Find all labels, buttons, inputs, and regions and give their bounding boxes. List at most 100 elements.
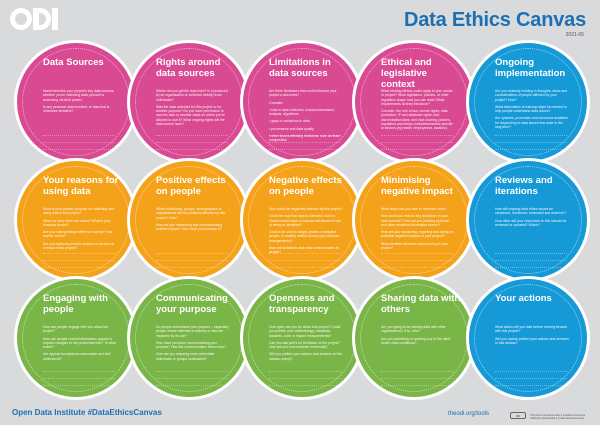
prompt-text: Are there limitations that could influen… bbox=[269, 89, 337, 98]
prompt-text: What information or training might be ne… bbox=[495, 104, 567, 114]
cc-license-badge: cc bbox=[510, 412, 526, 419]
section-title: Ongoing implementation bbox=[495, 57, 566, 79]
write-in-line[interactable] bbox=[269, 135, 341, 136]
write-in-line[interactable] bbox=[156, 142, 228, 143]
section-prompts: What action will you take before moving … bbox=[495, 325, 569, 348]
write-in-line[interactable] bbox=[43, 371, 115, 372]
write-in-line[interactable] bbox=[43, 142, 115, 143]
write-in-line[interactable] bbox=[43, 149, 115, 150]
prompt-text: Can you ask peers for feedback on the pr… bbox=[269, 340, 341, 350]
write-in-line[interactable] bbox=[43, 260, 115, 261]
canvas-section-minimising-negative-impact: Minimising negative impact What steps can… bbox=[352, 158, 476, 282]
prompt-text: Could it be used to target, profile or p… bbox=[269, 230, 340, 243]
write-in-line[interactable] bbox=[381, 260, 453, 261]
prompt-text: • other issues affecting decisions, such… bbox=[269, 134, 341, 143]
section-prompts: Name/describe your project's key data so… bbox=[43, 89, 117, 116]
write-in-line[interactable] bbox=[43, 135, 115, 136]
write-in-line[interactable] bbox=[156, 378, 228, 379]
prompt-text: • bias in data collection, inclusion/exc… bbox=[269, 107, 335, 117]
prompt-text: What are your main use cases? What is yo… bbox=[43, 218, 111, 227]
canvas-section-negative-effects-on-people: Negative effects on people Who could be n… bbox=[240, 158, 364, 282]
section-prompts: Are you routinely building in thoughts, … bbox=[495, 89, 569, 132]
prompt-text: Consider: the rule of law; human rights;… bbox=[381, 109, 453, 131]
write-in-line[interactable] bbox=[269, 385, 341, 386]
prompt-text: Which individuals, groups, demographics … bbox=[156, 207, 226, 220]
write-in-line[interactable] bbox=[381, 135, 453, 136]
canvas-section-openness-and-transparency: Openness and transparency How open can yo… bbox=[240, 276, 364, 400]
section-title: Your actions bbox=[495, 293, 552, 304]
section-title: Your reasons for using data bbox=[43, 175, 119, 197]
write-in-line[interactable] bbox=[269, 260, 341, 261]
write-in-line[interactable] bbox=[495, 149, 567, 150]
write-in-line[interactable] bbox=[381, 378, 453, 379]
section-title: Reviews and iterations bbox=[495, 175, 553, 197]
prompt-text: Where did you get the data from? Is it p… bbox=[156, 89, 228, 102]
write-in-line[interactable] bbox=[495, 378, 567, 379]
write-in-line[interactable] bbox=[381, 385, 453, 386]
section-title: Minimising negative impact bbox=[381, 175, 453, 197]
write-in-line[interactable] bbox=[269, 378, 341, 379]
write-in-line[interactable] bbox=[156, 385, 228, 386]
write-in-line[interactable] bbox=[269, 149, 341, 150]
prompt-text: Who could be negatively affected by this… bbox=[269, 207, 343, 211]
prompt-text: • provenance and data quality bbox=[269, 126, 314, 131]
prompt-text: What benefits will these actions bring t… bbox=[381, 241, 449, 251]
write-in-line[interactable] bbox=[495, 260, 567, 261]
prompt-text: How often will your responses to this ca… bbox=[495, 218, 567, 227]
write-in-line[interactable] bbox=[495, 253, 567, 254]
prompt-text: How will ongoing data ethics issues be m… bbox=[495, 207, 567, 216]
write-in-line[interactable] bbox=[43, 385, 115, 386]
canvas-section-rights-around-data-sources: Rights around data sources Where did you … bbox=[127, 40, 251, 164]
prompt-text: How have you been communicating your pur… bbox=[156, 340, 226, 350]
write-in-line[interactable] bbox=[495, 371, 567, 372]
section-prompts: What is your primary purpose for collect… bbox=[43, 207, 117, 253]
section-prompts: Are there limitations that could influen… bbox=[269, 89, 343, 146]
footer-url[interactable]: theodi.org/tools bbox=[448, 411, 490, 417]
section-prompts: Who could be negatively affected by this… bbox=[269, 207, 343, 258]
prompt-text: Do people understand your purpose – espe… bbox=[156, 325, 229, 338]
write-in-line[interactable] bbox=[156, 371, 228, 372]
write-in-line[interactable] bbox=[156, 149, 228, 150]
write-in-line[interactable] bbox=[381, 253, 453, 254]
section-title: Sharing data with others bbox=[381, 293, 461, 315]
section-prompts: Which individuals, groups, demographics … bbox=[156, 207, 230, 234]
write-in-line[interactable] bbox=[381, 149, 453, 150]
canvas-section-ongoing-implementation: Ongoing implementation Are you routinely … bbox=[466, 40, 590, 164]
prompt-text: How are you measuring, reporting and act… bbox=[381, 230, 454, 239]
license-text: This tool is licensed under a Creative C… bbox=[530, 413, 586, 420]
prompt-text: Is any personal data involved, or data t… bbox=[43, 104, 110, 114]
prompt-text: What is your primary purpose for collect… bbox=[43, 207, 114, 216]
section-prompts: Where did you get the data from? Is it p… bbox=[156, 89, 230, 129]
write-in-line[interactable] bbox=[495, 385, 567, 386]
write-in-line[interactable] bbox=[269, 371, 341, 372]
write-in-line[interactable] bbox=[269, 253, 341, 254]
section-prompts: How can people engage with you about the… bbox=[43, 325, 117, 364]
write-in-line[interactable] bbox=[156, 253, 228, 254]
write-in-line[interactable] bbox=[381, 267, 453, 268]
canvas-section-ethical-and-legislative-context: Ethical and legislative context What exis… bbox=[352, 40, 476, 164]
prompt-text: Are you going to be sharing data with ot… bbox=[381, 325, 446, 334]
write-in-line[interactable] bbox=[156, 267, 228, 268]
prompt-text: Could the way that data is collected, us… bbox=[269, 214, 341, 227]
write-in-line[interactable] bbox=[269, 142, 341, 143]
write-in-line[interactable] bbox=[495, 267, 567, 268]
write-in-line[interactable] bbox=[156, 260, 228, 261]
write-in-line[interactable] bbox=[156, 135, 228, 136]
write-in-line[interactable] bbox=[495, 142, 567, 143]
write-in-line[interactable] bbox=[43, 267, 115, 268]
prompt-text: What existing ethical codes apply to you… bbox=[381, 89, 453, 106]
write-in-line[interactable] bbox=[43, 378, 115, 379]
canvas-section-reviews-and-iterations: Reviews and iterations How will ongoing d… bbox=[466, 158, 590, 282]
section-prompts: How open can you be about this project? … bbox=[269, 325, 343, 364]
section-inner-ring bbox=[474, 166, 582, 274]
write-in-line[interactable] bbox=[381, 371, 453, 372]
write-in-line[interactable] bbox=[269, 267, 341, 268]
prompt-text: Are you replacing another product or ser… bbox=[43, 241, 115, 251]
write-in-line[interactable] bbox=[43, 253, 115, 254]
write-in-line[interactable] bbox=[381, 142, 453, 143]
section-inner-ring bbox=[474, 284, 582, 392]
prompt-text: How can people correct information, appe… bbox=[43, 336, 116, 350]
section-title: Communicating your purpose bbox=[156, 293, 228, 315]
write-in-line[interactable] bbox=[495, 135, 567, 136]
